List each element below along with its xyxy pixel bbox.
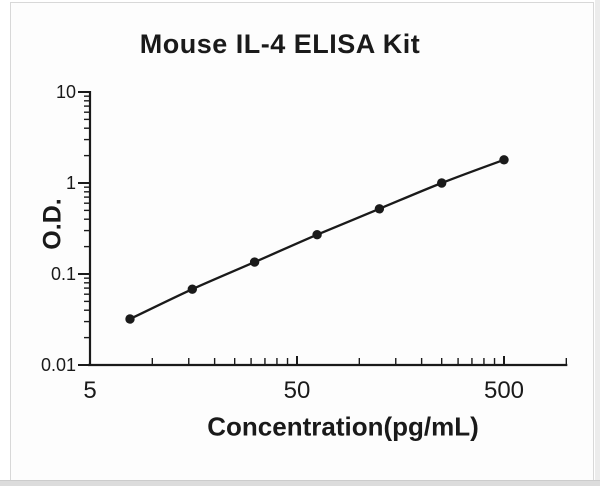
y-tick-label: 1 [65, 173, 76, 193]
y-tick-label: 10 [55, 82, 76, 102]
x-tick-label: 50 [283, 377, 311, 404]
curve-line [129, 158, 505, 321]
data-point-marker [125, 314, 135, 324]
data-point-marker [374, 204, 385, 214]
right-edge-strip [595, 0, 600, 486]
data-point-marker [187, 284, 197, 294]
y-tick-label: 0.01 [40, 355, 76, 375]
data-point-marker [499, 155, 509, 165]
bottom-bar [0, 480, 600, 486]
x-tick-label: 5 [83, 377, 97, 404]
data-point-marker [312, 230, 322, 240]
data-point-marker [249, 257, 260, 267]
data-point-marker [437, 178, 447, 188]
chart-title: Mouse IL-4 ELISA Kit [139, 29, 421, 59]
x-axis-title: Concentration(pg/mL) [207, 411, 479, 442]
x-tick-label: 500 [483, 377, 525, 404]
y-tick-label: 0.1 [50, 264, 76, 284]
